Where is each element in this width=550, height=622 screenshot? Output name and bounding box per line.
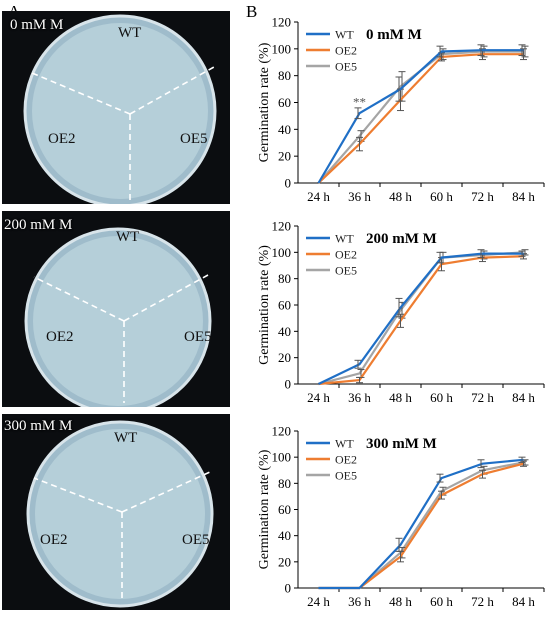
y-tick-label: 20 — [278, 350, 291, 365]
petri-dish-image — [26, 420, 214, 608]
y-tick-label: 120 — [272, 15, 292, 30]
y-tick-label: 100 — [272, 41, 292, 56]
chart-1: 0 20 40 60 80 100 120 24 h 36 h 48 h 60 h 72 h 84 h G… — [257, 219, 545, 405]
oe2-label: OE2 — [46, 329, 74, 345]
condition-label: 0 mM M — [10, 17, 64, 33]
x-tick-label: 72 h — [471, 390, 494, 405]
x-tick-label: 24 h — [307, 189, 330, 204]
legend-label-oe5: OE5 — [335, 469, 357, 483]
germination-charts: 0 20 40 60 80 100 120 24 h 36 h 48 h 60 h 72 h 84 h G… — [257, 15, 545, 609]
series-line-oe2 — [318, 255, 524, 386]
series-line-wt — [317, 49, 524, 184]
x-tick-label: 72 h — [471, 594, 494, 609]
significance-annotation: ** — [353, 95, 366, 110]
oe5-label: OE5 — [184, 329, 212, 345]
y-tick-label: 80 — [278, 476, 291, 491]
x-tick-label: 60 h — [430, 594, 453, 609]
legend-label-oe2: OE2 — [335, 453, 357, 467]
y-tick-label: 60 — [278, 298, 291, 313]
condition-label: 200 mM M — [4, 217, 73, 233]
x-tick-label: 48 h — [389, 189, 412, 204]
y-axis-label: Germination rate (%) — [257, 245, 272, 365]
wt-label: WT — [116, 229, 140, 245]
y-tick-label: 40 — [278, 324, 291, 339]
x-tick-label: 36 h — [348, 189, 371, 204]
oe5-label: OE5 — [180, 131, 208, 147]
y-tick-label: 20 — [278, 554, 291, 569]
chart-2: 0 20 40 60 80 100 120 24 h 36 h 48 h 60 h 72 h 84 h G… — [257, 424, 545, 609]
chart-title: 200 mM M — [366, 231, 437, 247]
chart-0: 0 20 40 60 80 100 120 24 h 36 h 48 h 60 h 72 h 84 h G… — [257, 15, 545, 204]
series-line-oe2 — [317, 53, 524, 184]
x-tick-label: 36 h — [348, 390, 371, 405]
series-line-wt — [318, 252, 524, 385]
legend-label-oe2: OE2 — [335, 248, 357, 262]
y-tick-label: 60 — [278, 95, 291, 110]
chart-title: 300 mM M — [366, 436, 437, 452]
y-tick-label: 0 — [285, 377, 292, 392]
oe2-label: OE2 — [48, 131, 76, 147]
oe5-label: OE5 — [182, 532, 210, 548]
legend-label-oe2: OE2 — [335, 44, 357, 58]
y-tick-label: 40 — [278, 528, 291, 543]
x-tick-label: 36 h — [348, 594, 371, 609]
legend-label-oe5: OE5 — [335, 264, 357, 278]
y-tick-label: 60 — [278, 502, 291, 517]
y-tick-label: 0 — [285, 176, 292, 191]
legend-label-wt: WT — [335, 28, 354, 42]
panel-letter-b: B — [246, 2, 258, 21]
series-line-wt — [318, 458, 524, 590]
legend-label-wt: WT — [335, 232, 354, 246]
y-tick-label: 80 — [278, 271, 291, 286]
x-tick-label: 60 h — [430, 390, 453, 405]
y-tick-label: 100 — [272, 450, 292, 465]
y-tick-label: 120 — [272, 424, 292, 439]
plate-photo-300mm: 300 mM M WT OE2 OE5 — [2, 414, 230, 610]
y-tick-label: 80 — [278, 68, 291, 83]
y-tick-label: 0 — [285, 581, 292, 596]
condition-label: 300 mM M — [4, 418, 73, 434]
plate-photo-0mm: 0 mM M WT OE2 OE5 — [2, 11, 230, 204]
y-axis-label: Germination rate (%) — [257, 449, 272, 569]
oe2-label: OE2 — [40, 532, 68, 548]
petri-dish-image — [24, 227, 212, 407]
legend-label-oe5: OE5 — [335, 60, 357, 74]
x-tick-label: 72 h — [471, 189, 494, 204]
legend-label-wt: WT — [335, 437, 354, 451]
x-tick-label: 84 h — [512, 189, 535, 204]
x-tick-label: 84 h — [512, 594, 535, 609]
y-axis-label: Germination rate (%) — [257, 42, 272, 162]
y-tick-label: 100 — [272, 245, 292, 260]
plate-photo-200mm: 200 mM M WT OE2 OE5 — [2, 211, 230, 407]
x-tick-label: 84 h — [512, 390, 535, 405]
x-tick-label: 60 h — [430, 189, 453, 204]
wt-label: WT — [118, 25, 142, 41]
chart-title: 0 mM M — [366, 27, 422, 43]
x-tick-label: 48 h — [389, 594, 412, 609]
wt-label: WT — [114, 430, 138, 446]
petri-dish-image — [23, 14, 217, 204]
x-tick-label: 24 h — [307, 594, 330, 609]
y-tick-label: 40 — [278, 122, 291, 137]
x-tick-label: 48 h — [389, 390, 412, 405]
x-tick-label: 24 h — [307, 390, 330, 405]
y-tick-label: 20 — [278, 149, 291, 164]
y-tick-label: 120 — [272, 219, 292, 234]
